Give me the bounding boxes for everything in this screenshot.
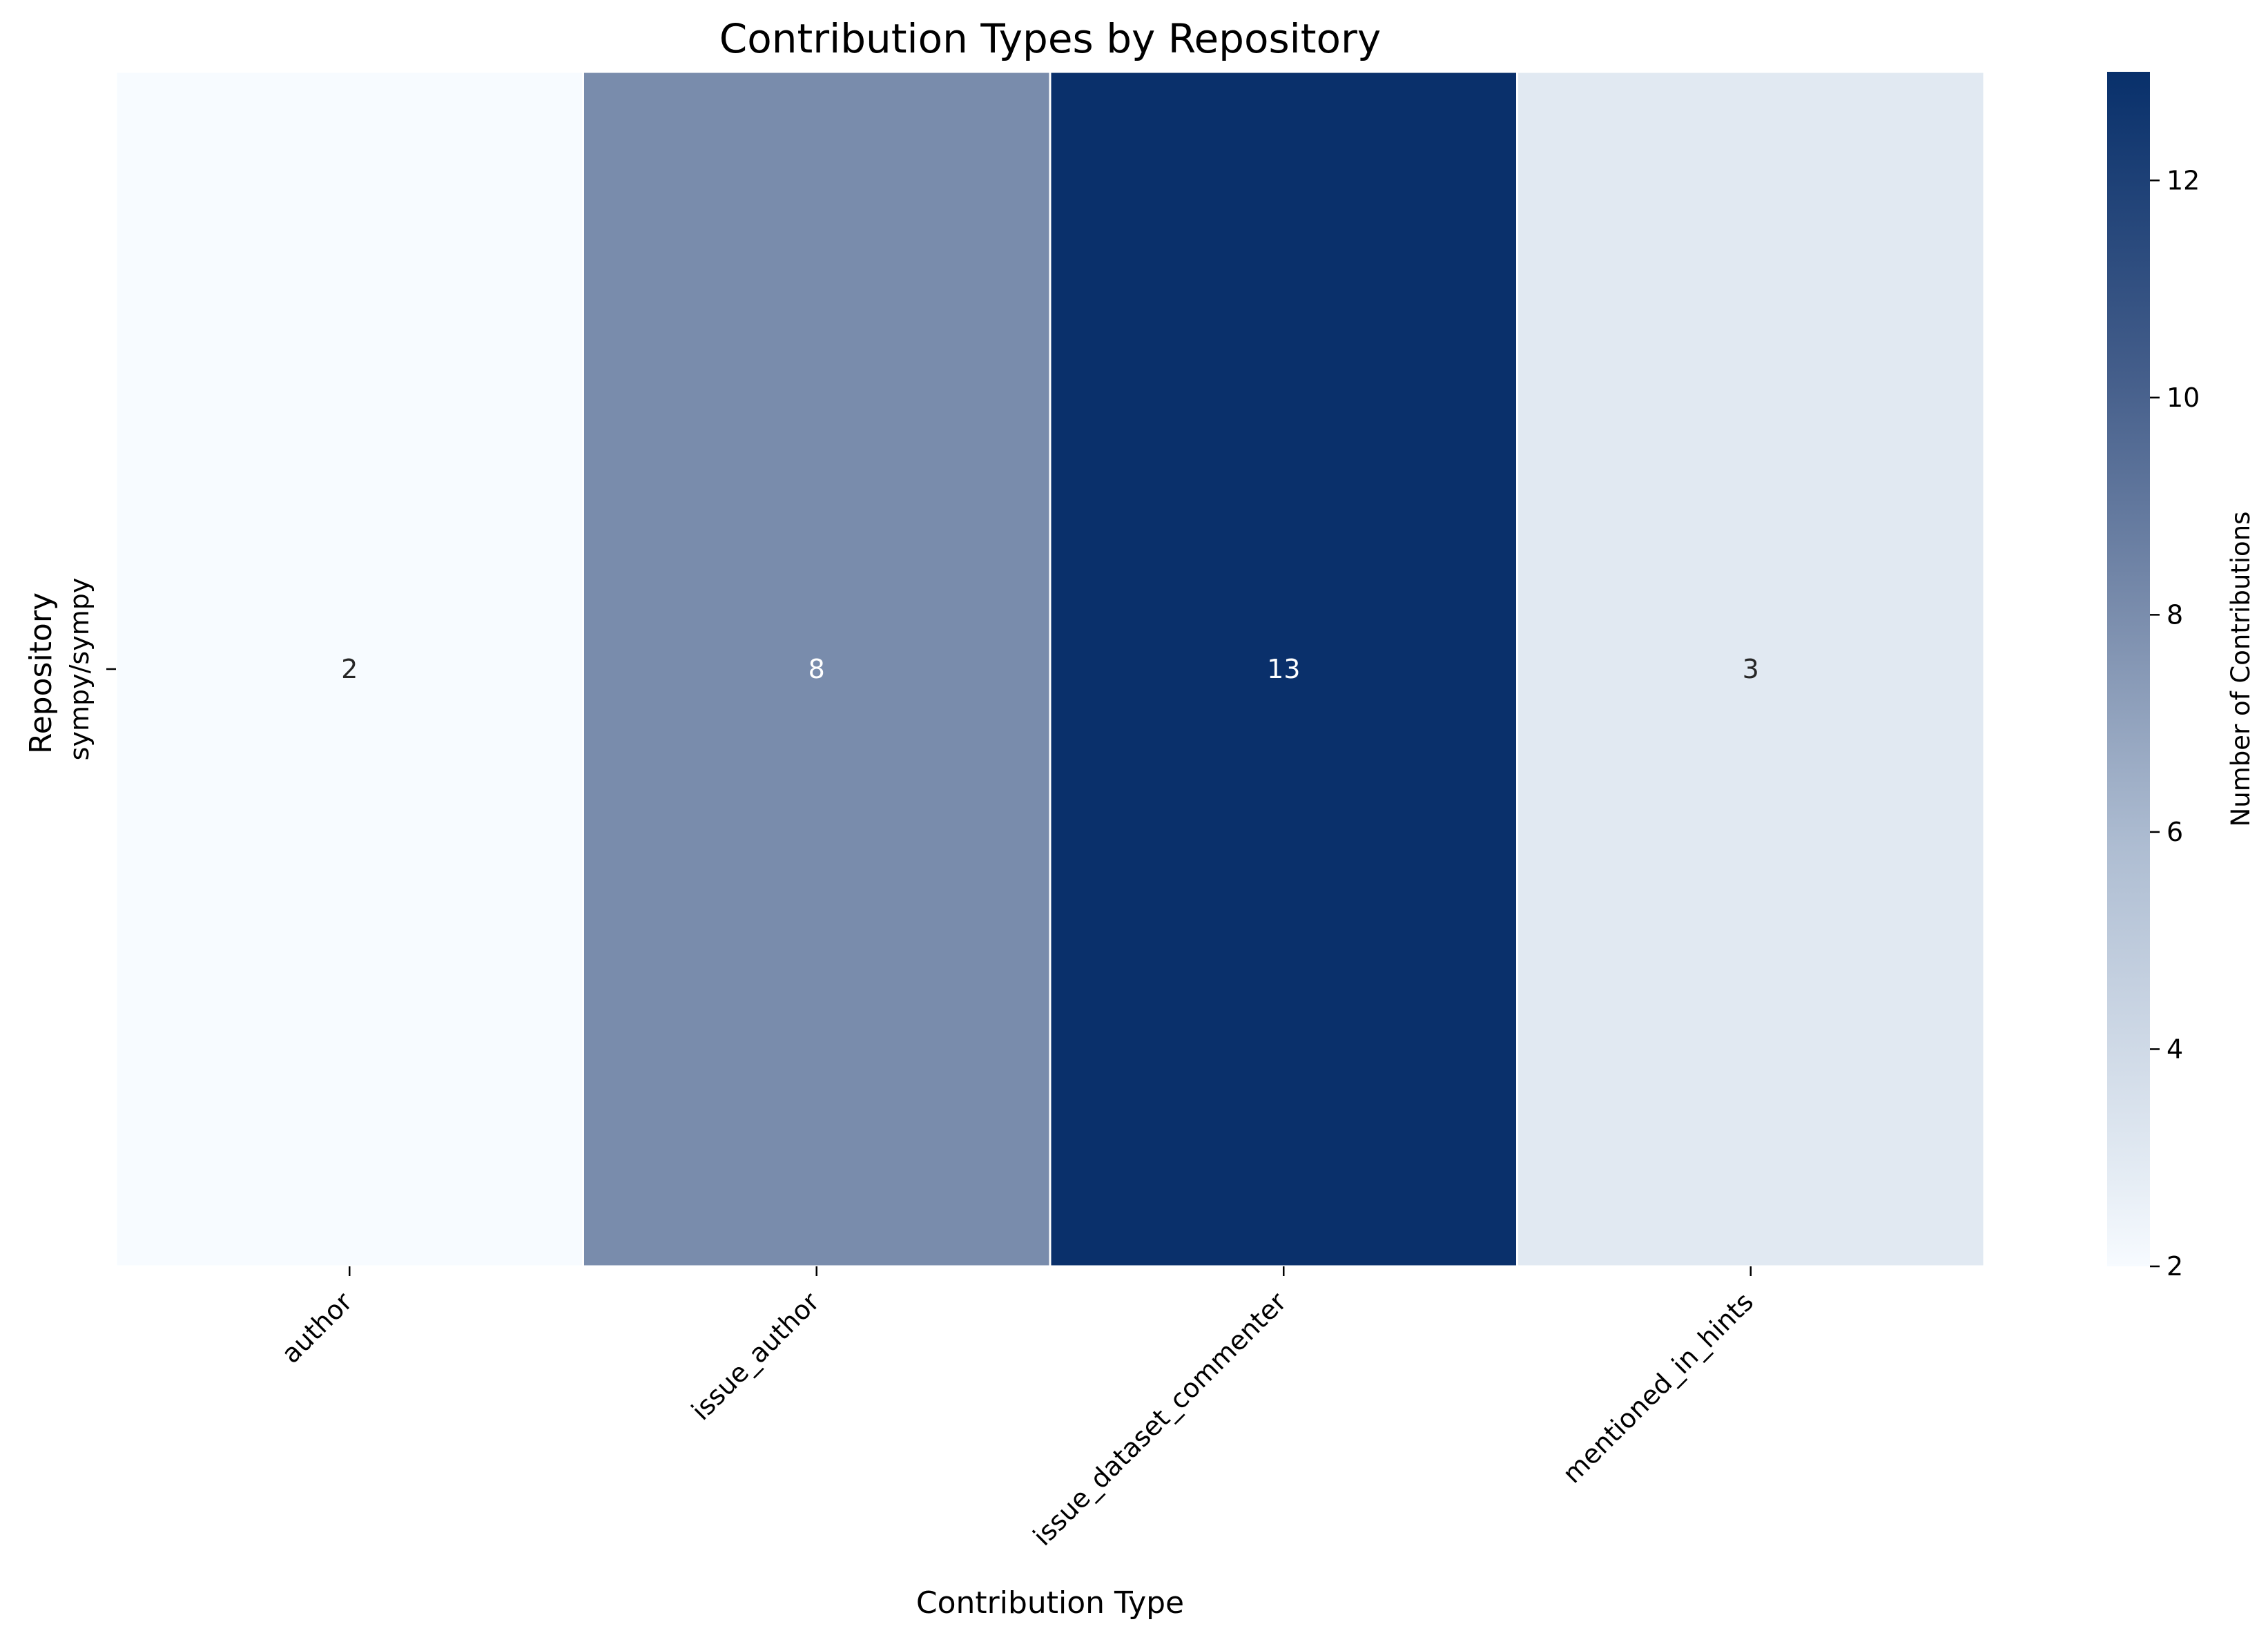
cell-value-label: 2 (341, 654, 358, 684)
x-tick-label: author (275, 1286, 358, 1369)
y-axis-ticks: sympy/sympy (64, 578, 116, 761)
cell-value-label: 3 (1743, 654, 1759, 684)
heatmap-cell (582, 70, 1051, 1268)
colorbar-ticks: 2 4 6 8 10 12 (2150, 165, 2200, 1282)
heatmap-cell-labels: 2 8 13 3 (341, 654, 1759, 684)
cell-value-label: 8 (808, 654, 825, 684)
cell-value-label: 13 (1267, 654, 1300, 684)
colorbar-tick-label: 8 (2167, 599, 2183, 630)
heatmap-cell (1516, 70, 1986, 1268)
x-tick-label: issue_author (686, 1286, 825, 1426)
colorbar-label: Number of Contributions (2226, 512, 2256, 827)
colorbar-tick-label: 10 (2167, 383, 2200, 413)
chart-title: Contribution Types by Repository (719, 15, 1381, 62)
y-axis-label: Repository (23, 592, 59, 754)
x-tick-label: issue_dataset_commenter (1027, 1286, 1292, 1552)
x-tick-label: mentioned_in_hints (1557, 1286, 1759, 1489)
heatmap-cells (115, 70, 1986, 1268)
colorbar (2107, 72, 2150, 1266)
x-axis-label: Contribution Type (916, 1585, 1184, 1621)
heatmap-cell (1049, 70, 1518, 1268)
colorbar-tick-label: 6 (2167, 817, 2183, 847)
x-axis-ticks: author issue_author issue_dataset_commente… (275, 1266, 1759, 1552)
colorbar-tick-label: 2 (2167, 1251, 2183, 1282)
colorbar-tick-label: 12 (2167, 165, 2200, 195)
y-tick-label: sympy/sympy (64, 578, 95, 761)
colorbar-tick-label: 4 (2167, 1034, 2183, 1064)
heatmap-cell (115, 70, 584, 1268)
